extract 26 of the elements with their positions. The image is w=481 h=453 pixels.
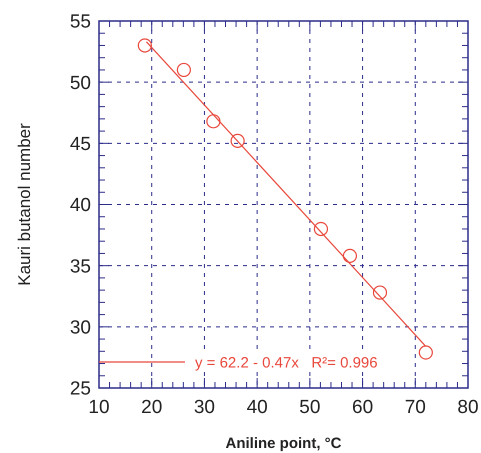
y-tick-label: 40	[70, 195, 91, 216]
x-tick-label: 50	[299, 397, 320, 418]
point	[138, 38, 152, 53]
y-tick-label: 35	[70, 256, 91, 278]
x-axis-title: Aniline point, °C	[226, 435, 342, 452]
x-tick-label: 30	[194, 397, 215, 418]
y-tick-label: 50	[70, 72, 91, 94]
text: y = 62.2 - 0.47x R²= 0.996	[195, 354, 378, 372]
y-tick-label: 45	[70, 134, 91, 155]
x-tick-label: 80	[457, 397, 479, 418]
x-tick-label: 70	[404, 397, 426, 418]
point	[372, 285, 388, 300]
point	[176, 62, 191, 78]
y-tick-label: 55	[70, 12, 91, 33]
point	[342, 248, 358, 263]
x-tick-label: 40	[246, 397, 268, 418]
point	[418, 345, 433, 360]
point	[314, 222, 328, 236]
y-tick-label: 25	[70, 378, 91, 400]
y-tick-label: 30	[70, 317, 91, 338]
point	[206, 114, 220, 128]
x-tick-label: 20	[141, 397, 162, 418]
x-tick-label: 60	[352, 397, 374, 418]
x-tick-label: 10	[88, 397, 110, 418]
y-axis-title: Kauri butanol number	[15, 122, 34, 286]
point	[230, 134, 245, 148]
